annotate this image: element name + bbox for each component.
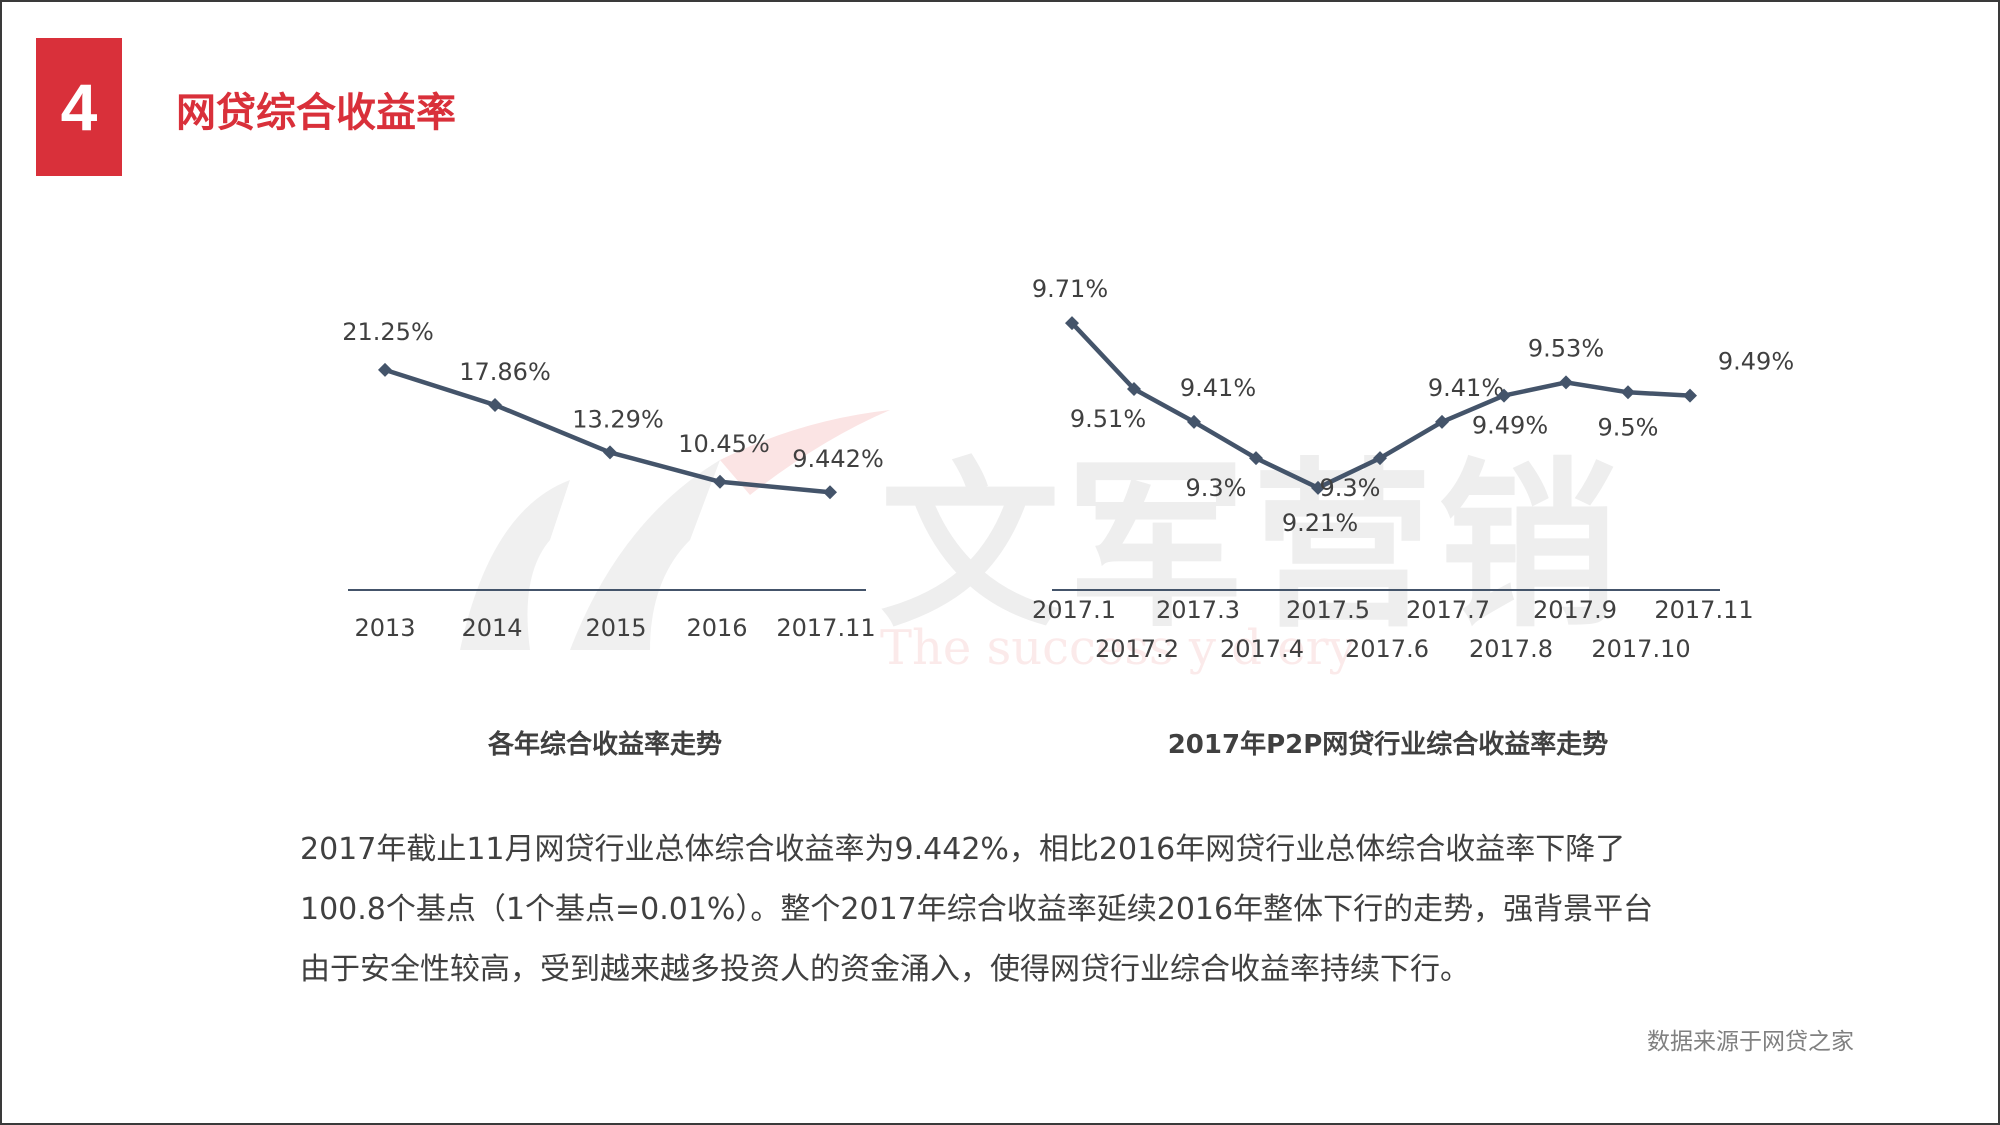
summary-line: 2017年截止11月网贷行业总体综合收益率为9.442%，相比2016年网贷行业…	[300, 832, 1626, 867]
data-label: 21.25%	[342, 318, 434, 346]
data-label: 17.86%	[459, 358, 551, 386]
data-point	[1435, 414, 1449, 429]
data-point	[378, 362, 392, 377]
tick-label: 2017.7	[1406, 596, 1490, 624]
data-point	[1373, 451, 1387, 466]
tick-label: 2017.10	[1591, 635, 1690, 663]
data-label: 9.51%	[1070, 405, 1146, 433]
tick-label: 2016	[686, 614, 747, 642]
tick-label: 2017.11	[1654, 596, 1753, 624]
tick-label: 2017.2	[1095, 635, 1179, 663]
section-number-badge: 4	[36, 38, 122, 176]
tick-label: 2014	[461, 614, 522, 642]
data-label: 9.49%	[1718, 348, 1794, 376]
data-label: 9.49%	[1472, 412, 1548, 440]
data-point	[603, 445, 617, 460]
data-label: 10.45%	[678, 430, 770, 458]
data-point	[823, 485, 837, 500]
data-label: 9.41%	[1180, 374, 1256, 402]
tick-label: 2017.5	[1286, 596, 1370, 624]
tick-label: 2017.9	[1533, 596, 1617, 624]
tick-label: 2017.6	[1345, 635, 1429, 663]
data-label: 9.53%	[1528, 334, 1604, 362]
tick-label: 2017.8	[1469, 635, 1553, 663]
tick-label: 2017.1	[1032, 596, 1116, 624]
data-label: 13.29%	[572, 405, 664, 433]
data-label: 9.41%	[1428, 374, 1504, 402]
data-label: 9.442%	[792, 445, 884, 473]
data-label: 9.21%	[1282, 509, 1358, 537]
data-point	[1683, 388, 1697, 403]
slide-title: 网贷综合收益率	[176, 90, 456, 136]
data-point	[488, 398, 502, 413]
data-point	[1249, 451, 1263, 466]
data-label: 9.5%	[1598, 413, 1659, 441]
data-label: 9.71%	[1032, 275, 1108, 303]
data-point	[1621, 385, 1635, 400]
data-point	[1559, 375, 1573, 390]
data-point	[1311, 480, 1325, 495]
data-point	[1497, 388, 1511, 403]
data-point	[1187, 414, 1201, 429]
summary-line: 100.8个基点（1个基点=0.01%）。整个2017年综合收益率延续2016年…	[300, 892, 1654, 927]
summary-line: 由于安全性较高，受到越来越多投资人的资金涌入，使得网贷行业综合收益率持续下行。	[300, 952, 1470, 987]
data-point	[1127, 381, 1141, 396]
data-label: 9.3%	[1186, 474, 1247, 502]
tick-label: 2017.3	[1156, 596, 1240, 624]
data-source-note: 数据来源于网贷之家	[1647, 1029, 1854, 1055]
tick-label: 2017.4	[1220, 635, 1304, 663]
data-label: 9.3%	[1320, 474, 1381, 502]
data-point	[1065, 316, 1079, 331]
chart-title-yearly: 各年综合收益率走势	[487, 730, 723, 760]
tick-label: 2015	[585, 614, 646, 642]
chart-title-monthly: 2017年P2P网贷行业综合收益率走势	[1167, 730, 1609, 760]
data-point	[713, 474, 727, 489]
tick-label: 2013	[354, 614, 415, 642]
summary-paragraph: 2017年截止11月网贷行业总体综合收益率为9.442%，相比2016年网贷行业…	[300, 820, 1800, 1000]
tick-label: 2017.11	[776, 614, 875, 642]
